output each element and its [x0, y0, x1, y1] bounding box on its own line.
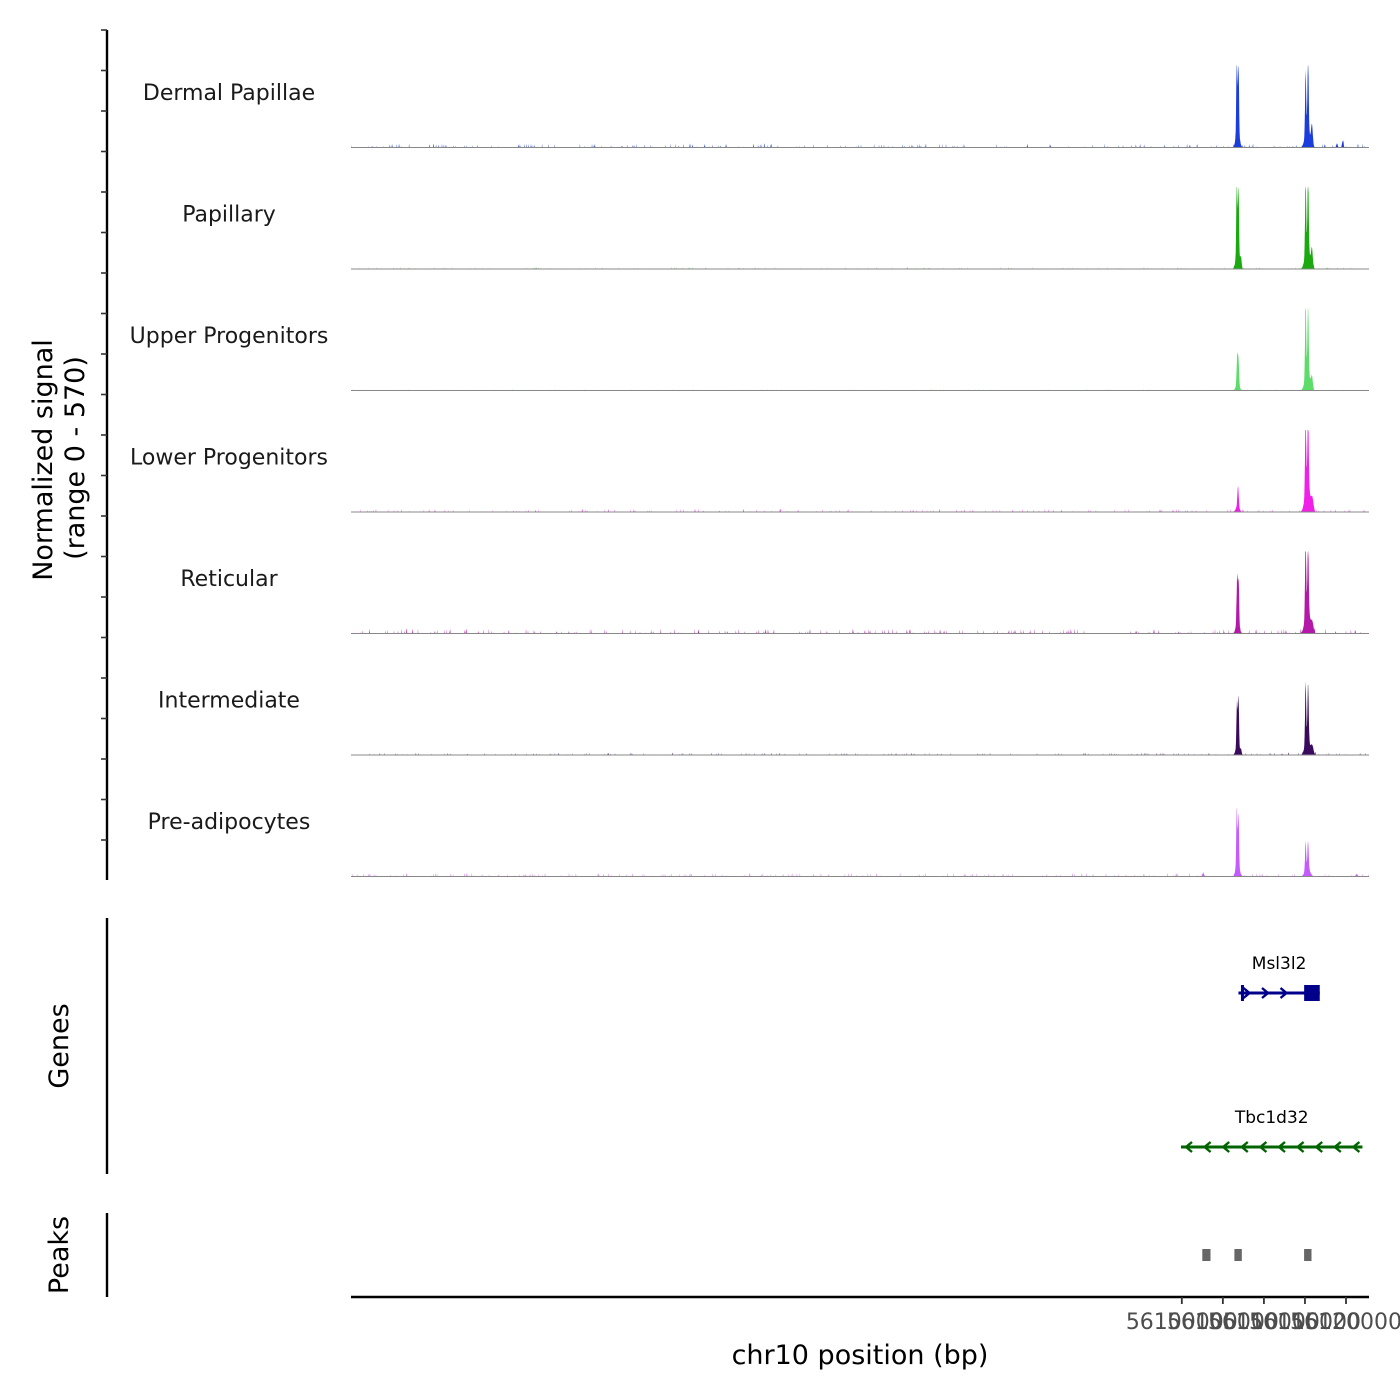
track-label: Intermediate: [158, 689, 300, 714]
signal-area: [351, 187, 1369, 269]
track-label: Upper Progenitors: [130, 324, 329, 349]
coverage-tracks: Dermal Papillae Papillary Upper Progenitor…: [130, 65, 1369, 877]
peak-regions: [1202, 1249, 1312, 1261]
track-label: Pre-adipocytes: [148, 810, 311, 835]
track-upper-progenitors: Upper Progenitors: [130, 308, 1369, 391]
track-label: Lower Progenitors: [130, 446, 328, 471]
signal-area: [351, 430, 1369, 512]
strand-arrows: [1184, 1141, 1361, 1153]
track-lower-progenitors: Lower Progenitors: [130, 430, 1369, 513]
genes-panel-label: Genes: [44, 1003, 75, 1088]
track-papillary: Papillary: [182, 187, 1369, 270]
gene-msl3l2: Msl3l2: [1238, 954, 1320, 1001]
y-axis-title-line2: (range 0 - 570): [60, 356, 91, 560]
x-tick-label: 56100000: [1126, 1310, 1238, 1335]
track-label: Reticular: [180, 567, 278, 592]
signal-area: [351, 551, 1369, 634]
signal-area: [351, 308, 1369, 391]
peak-region: [1202, 1249, 1211, 1261]
peak-region: [1304, 1249, 1312, 1261]
signal-area: [351, 65, 1369, 148]
x-axis-title: chr10 position (bp): [732, 1340, 989, 1371]
coverage-y-ticks: [101, 29, 107, 841]
track-reticular: Reticular: [180, 551, 1369, 634]
strand-arrows: [1242, 987, 1289, 999]
gene-exon: [1304, 985, 1320, 1001]
peak-region: [1234, 1249, 1242, 1261]
track-intermediate: Intermediate: [158, 681, 1369, 756]
track-label: Papillary: [182, 203, 276, 228]
gene-annotations: Msl3l2 Tbc1d32: [1180, 954, 1363, 1153]
x-tick-label: 56110000: [1208, 1310, 1320, 1335]
y-axis-title-line1: Normalized signal: [28, 339, 59, 581]
x-tick-label: 56115000: [1249, 1310, 1361, 1335]
signal-area: [351, 807, 1369, 877]
track-label: Dermal Papillae: [143, 81, 315, 106]
x-tick-label: 56105000: [1167, 1310, 1279, 1335]
signal-area: [351, 681, 1369, 755]
track-dermal-papillae: Dermal Papillae: [143, 65, 1369, 148]
gene-label: Msl3l2: [1252, 954, 1307, 974]
gene-label: Tbc1d32: [1234, 1108, 1309, 1128]
x-tick-label: 56120000: [1290, 1310, 1400, 1335]
track-pre-adipocytes: Pre-adipocytes: [148, 807, 1369, 877]
gene-tbc1d32: Tbc1d32: [1180, 1108, 1363, 1153]
peaks-panel-label: Peaks: [44, 1216, 75, 1294]
